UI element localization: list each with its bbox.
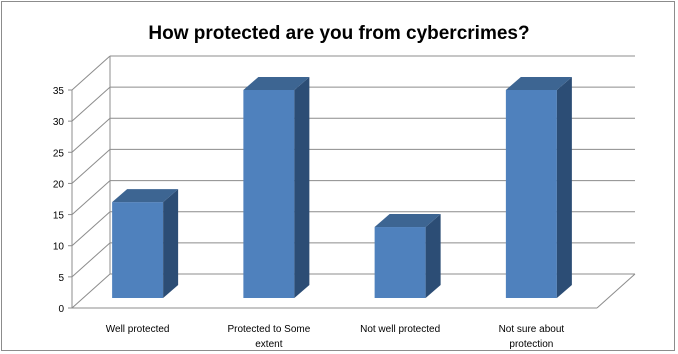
x-tick-label: Not sure about bbox=[499, 324, 565, 335]
floor-right-edge bbox=[596, 273, 636, 309]
y-tick-label: 10 bbox=[53, 242, 65, 253]
bar-2-top bbox=[243, 77, 310, 90]
bar-1-side bbox=[163, 189, 179, 298]
bar-3-top bbox=[374, 214, 441, 228]
x-tick-label: extent bbox=[255, 339, 282, 350]
x-tick-label: Well protected bbox=[106, 324, 170, 335]
bar-2 bbox=[243, 90, 295, 298]
bar-1-top bbox=[112, 189, 179, 203]
y-tick-label: 20 bbox=[53, 179, 65, 190]
bar-2-side bbox=[294, 77, 310, 298]
gridline-side-10 bbox=[71, 211, 111, 247]
chart-title: How protected are you from cybercrimes? bbox=[148, 23, 529, 44]
y-tick-label: 15 bbox=[53, 211, 65, 222]
x-axis-labels: Well protected Protected to Some extent Not… bbox=[106, 324, 565, 350]
bar-3 bbox=[374, 227, 426, 298]
gridline-side-5 bbox=[71, 242, 111, 278]
bar-4-top bbox=[505, 77, 572, 90]
gridline-side-30 bbox=[71, 86, 111, 122]
gridline-side-0 bbox=[71, 273, 111, 309]
bar-3-side bbox=[425, 214, 441, 298]
y-tick-label: 25 bbox=[53, 148, 65, 159]
x-tick-label: protection bbox=[509, 339, 553, 350]
y-axis-ticks: 0 5 10 15 20 25 30 35 bbox=[53, 86, 65, 315]
gridline-side-20 bbox=[71, 149, 111, 184]
y-tick-label: 5 bbox=[58, 273, 64, 284]
gridline-side-25 bbox=[71, 117, 111, 153]
bar-1 bbox=[112, 202, 164, 298]
gridlines bbox=[68, 55, 636, 309]
bar-4 bbox=[505, 90, 557, 298]
x-tick-label: Not well protected bbox=[360, 324, 440, 335]
y-tick-label: 35 bbox=[53, 86, 65, 97]
bars bbox=[112, 77, 572, 298]
bar-4-side bbox=[556, 77, 572, 298]
gridline-side-35 bbox=[71, 55, 111, 91]
x-tick-label: Protected to Some bbox=[227, 324, 310, 335]
y-tick-label: 30 bbox=[53, 117, 65, 128]
gridline-side-15 bbox=[71, 180, 111, 215]
y-tick-label: 0 bbox=[58, 304, 64, 315]
